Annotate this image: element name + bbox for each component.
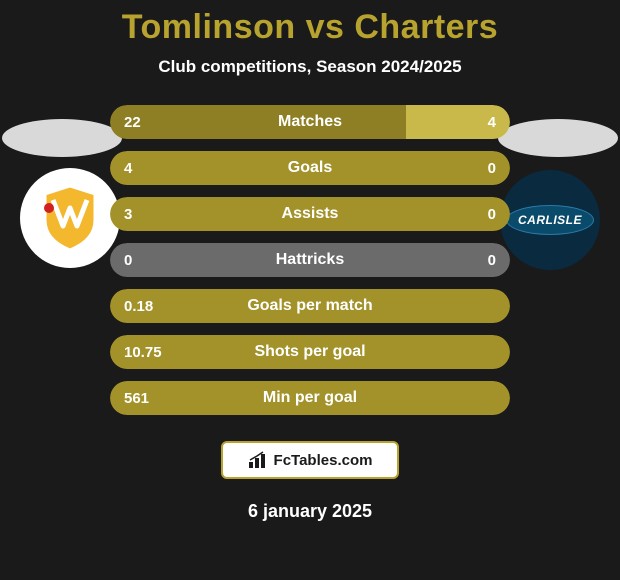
stat-value-right: 4 [488, 114, 496, 131]
date-text: 6 january 2025 [0, 501, 620, 522]
stats-list: 224Matches40Goals30Assists00Hattricks0.1… [110, 105, 510, 415]
team-shadow-left [2, 119, 122, 157]
stat-bar-empty [110, 243, 510, 277]
stat-row: 224Matches [110, 105, 510, 139]
stat-value-right: 0 [488, 160, 496, 177]
team-shadow-right [498, 119, 618, 157]
stat-row: 0.18Goals per match [110, 289, 510, 323]
stat-value-right: 0 [488, 206, 496, 223]
stat-row: 10.75Shots per goal [110, 335, 510, 369]
stat-bar-single [110, 289, 510, 323]
stat-bar-left [110, 197, 510, 231]
stat-value-left: 22 [124, 114, 141, 131]
brand-badge: FcTables.com [221, 441, 399, 479]
stat-row: 30Assists [110, 197, 510, 231]
stat-bar-left [110, 105, 406, 139]
stat-row: 40Goals [110, 151, 510, 185]
mk-dons-crest-icon [39, 182, 101, 254]
stat-value-right: 0 [488, 252, 496, 269]
stat-value-left: 10.75 [124, 344, 162, 361]
team-badge-left [20, 168, 120, 268]
stat-value-left: 4 [124, 160, 132, 177]
stat-row: 00Hattricks [110, 243, 510, 277]
stat-value-left: 561 [124, 390, 149, 407]
stat-value-left: 3 [124, 206, 132, 223]
stat-value-left: 0.18 [124, 298, 153, 315]
page-title: Tomlinson vs Charters [0, 8, 620, 47]
subtitle: Club competitions, Season 2024/2025 [0, 57, 620, 77]
carlisle-crest-icon: CARLISLE [506, 205, 594, 235]
stat-bar-single [110, 381, 510, 415]
comparison-card: Tomlinson vs Charters Club competitions,… [0, 0, 620, 580]
chart-icon [248, 451, 270, 469]
stat-bar-left [110, 151, 510, 185]
team-badge-right: CARLISLE [500, 170, 600, 270]
stat-bar-single [110, 335, 510, 369]
stat-row: 561Min per goal [110, 381, 510, 415]
stat-value-left: 0 [124, 252, 132, 269]
brand-text: FcTables.com [274, 452, 373, 469]
